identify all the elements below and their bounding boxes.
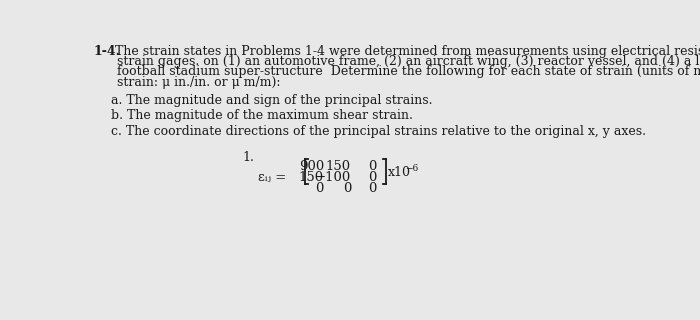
Text: football stadium super-structure  Determine the following for each state of stra: football stadium super-structure Determi… (117, 65, 700, 78)
Text: 0: 0 (368, 160, 377, 173)
Text: 0: 0 (316, 182, 324, 196)
Text: −100: −100 (315, 171, 351, 184)
Text: a. The magnitude and sign of the principal strains.: a. The magnitude and sign of the princip… (111, 94, 433, 107)
Text: 0: 0 (342, 182, 351, 196)
Text: strain gages. on (1) an automotive frame, (2) an aircraft wing, (3) reactor vess: strain gages. on (1) an automotive frame… (117, 55, 700, 68)
Text: 1.: 1. (242, 151, 254, 164)
Text: 900: 900 (299, 160, 324, 173)
Text: 0: 0 (368, 171, 377, 184)
Text: x10: x10 (389, 166, 411, 179)
Text: 1-4.: 1-4. (94, 44, 120, 58)
Text: 0: 0 (368, 182, 377, 196)
Text: 150: 150 (299, 171, 324, 184)
Text: strain: μ in./in. or μ m/m):: strain: μ in./in. or μ m/m): (117, 76, 281, 89)
Text: The strain states in Problems 1-4 were determined from measurements using electr: The strain states in Problems 1-4 were d… (116, 44, 700, 58)
Text: 150: 150 (326, 160, 351, 173)
Text: b. The magnitude of the maximum shear strain.: b. The magnitude of the maximum shear st… (111, 109, 412, 122)
Text: −6: −6 (405, 164, 419, 173)
Text: εᵢⱼ =: εᵢⱼ = (258, 171, 286, 184)
Text: c. The coordinate directions of the principal strains relative to the original x: c. The coordinate directions of the prin… (111, 124, 645, 138)
